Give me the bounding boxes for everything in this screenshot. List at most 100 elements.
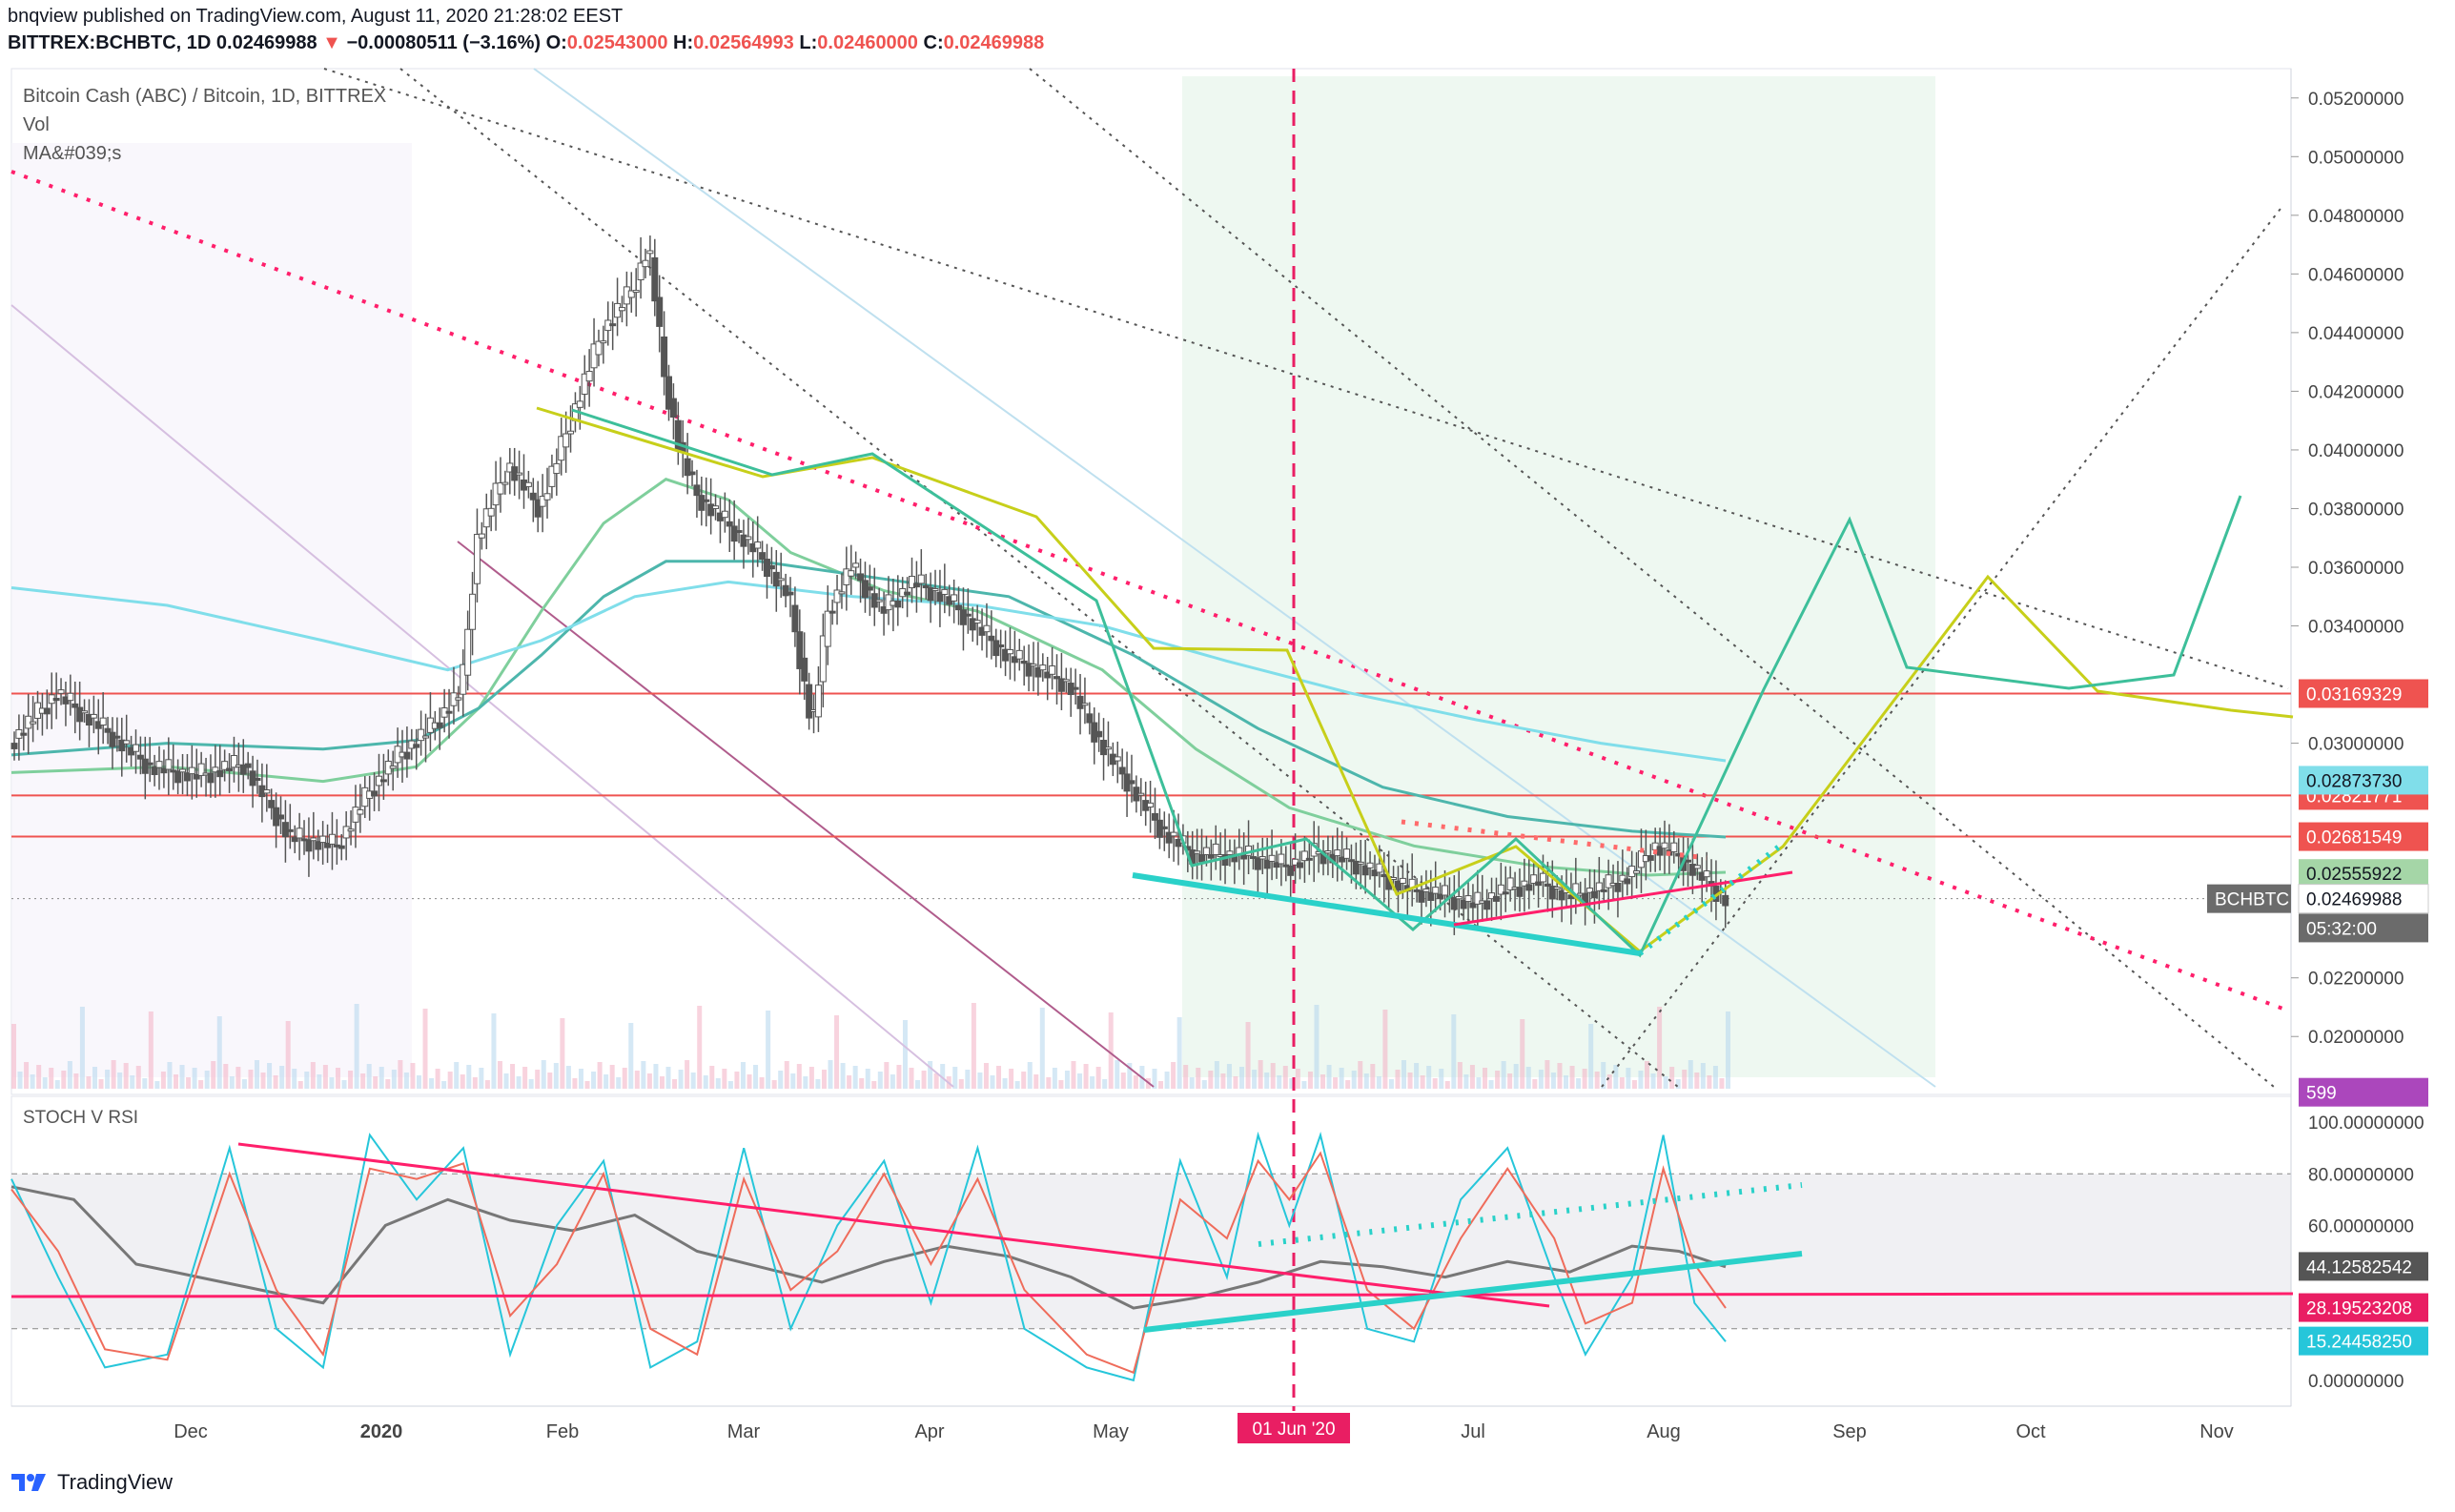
volume-bar (472, 1077, 478, 1089)
volume-bar (1401, 1060, 1407, 1089)
ma-legend[interactable]: MA&#039;s (23, 143, 122, 164)
volume-bar (503, 1073, 509, 1089)
candle-body (347, 828, 355, 832)
volume-bar (1171, 1062, 1176, 1089)
candle-body (1427, 891, 1435, 901)
volume-bar (628, 1023, 634, 1089)
price-label-text: 0.02681549 (2306, 828, 2402, 848)
stoch-rsi-legend[interactable]: STOCH V RSI (23, 1108, 139, 1128)
candle-body (328, 833, 336, 845)
candle-body (534, 499, 542, 518)
volume-bar (971, 1003, 976, 1089)
candle-body (894, 600, 902, 608)
volume-bar (1719, 1078, 1725, 1089)
candle-body (338, 845, 345, 849)
stoch-tick-label: 0.00000000 (2308, 1372, 2404, 1392)
volume-bar (186, 1077, 192, 1089)
volume-bar (329, 1077, 335, 1089)
candle-body (1343, 848, 1351, 859)
candle-body (585, 370, 593, 382)
volume-bar (1158, 1081, 1164, 1089)
volume-bar (796, 1064, 802, 1089)
volume-bar (1564, 1075, 1569, 1089)
volume-bar (403, 1073, 409, 1089)
candle-body (1160, 826, 1168, 829)
dotted-trendline (1029, 68, 2275, 1088)
candle-body (875, 599, 883, 603)
volume-bar (1152, 1069, 1157, 1089)
volume-bar (653, 1064, 659, 1089)
candle-body (1194, 850, 1201, 854)
volume-bar (1083, 1064, 1089, 1089)
candle-body (1688, 864, 1696, 876)
candle-body (1054, 676, 1061, 680)
candle-body (1086, 713, 1094, 724)
volume-bar (30, 1074, 35, 1089)
candle-body (221, 761, 229, 770)
volume-bar (1052, 1068, 1057, 1089)
volume-bar (1115, 1060, 1120, 1089)
volume-bar (92, 1067, 97, 1089)
volume-bar (1039, 1008, 1045, 1089)
volume-bar (1606, 1074, 1612, 1089)
volume-bar (784, 1061, 789, 1089)
volume-bar (1426, 1066, 1432, 1089)
price-tick-label: 0.03400000 (2308, 618, 2404, 638)
candle-body (1263, 859, 1271, 869)
candle-body (99, 717, 107, 726)
volume-bar (435, 1069, 440, 1089)
chart-title-legend[interactable]: Bitcoin Cash (ABC) / Bitcoin, 1D, BITTRE… (23, 86, 387, 107)
candle-body (141, 758, 149, 774)
volume-bar (690, 1073, 696, 1089)
volume-bar (1314, 1005, 1320, 1089)
volume-bar (1657, 1007, 1663, 1089)
volume-bar (990, 1075, 995, 1089)
candle-body (10, 743, 18, 749)
ohlc-bar: BITTREX:BCHBTC, 1D 0.02469988 ▼ −0.00080… (8, 32, 1044, 54)
candle-body (908, 576, 915, 589)
candle-body (669, 398, 677, 418)
volume-bar (902, 1020, 908, 1089)
candle-body (109, 731, 116, 747)
candle-body (1151, 812, 1158, 821)
volume-bar (1264, 1073, 1270, 1089)
candle-body (576, 400, 583, 408)
candle-body (207, 772, 215, 784)
candle-body (230, 755, 237, 768)
volume-bar (1601, 1062, 1606, 1089)
volume-bar (727, 1081, 733, 1089)
volume-bar (709, 1066, 715, 1089)
candle-body (1437, 893, 1444, 900)
candle-body (1025, 663, 1033, 677)
price-tick-label: 0.05200000 (2308, 90, 2404, 110)
volume-bar (1532, 1079, 1538, 1089)
candle-body (1464, 895, 1472, 903)
channel-line (533, 68, 1936, 1088)
candle-body (824, 610, 831, 647)
candle-body (1072, 686, 1079, 690)
volume-bar (1569, 1066, 1575, 1089)
candle-body (656, 296, 664, 327)
volume-bar (1682, 1070, 1688, 1089)
candle-body (973, 620, 981, 623)
candle-body (183, 772, 191, 782)
candle-body (1305, 857, 1313, 861)
volume-bar (1476, 1077, 1482, 1089)
candle-body (983, 624, 991, 633)
volume-legend[interactable]: Vol (23, 114, 50, 135)
symbol-label[interactable]: BITTREX:BCHBTC, 1D (8, 32, 212, 53)
volume-bar (722, 1069, 727, 1089)
volume-bar (117, 1073, 123, 1089)
candle-body (85, 713, 92, 726)
candle-body (1525, 884, 1533, 891)
candle-body (693, 484, 701, 497)
volume-bar (1669, 1067, 1675, 1089)
volume-bar (1520, 1019, 1525, 1089)
candle-body (707, 503, 715, 517)
volume-bar (422, 1009, 428, 1089)
candle-body (1516, 887, 1524, 897)
volume-bar (1439, 1069, 1444, 1089)
candle-body (543, 493, 551, 501)
candle-body (1137, 792, 1145, 796)
